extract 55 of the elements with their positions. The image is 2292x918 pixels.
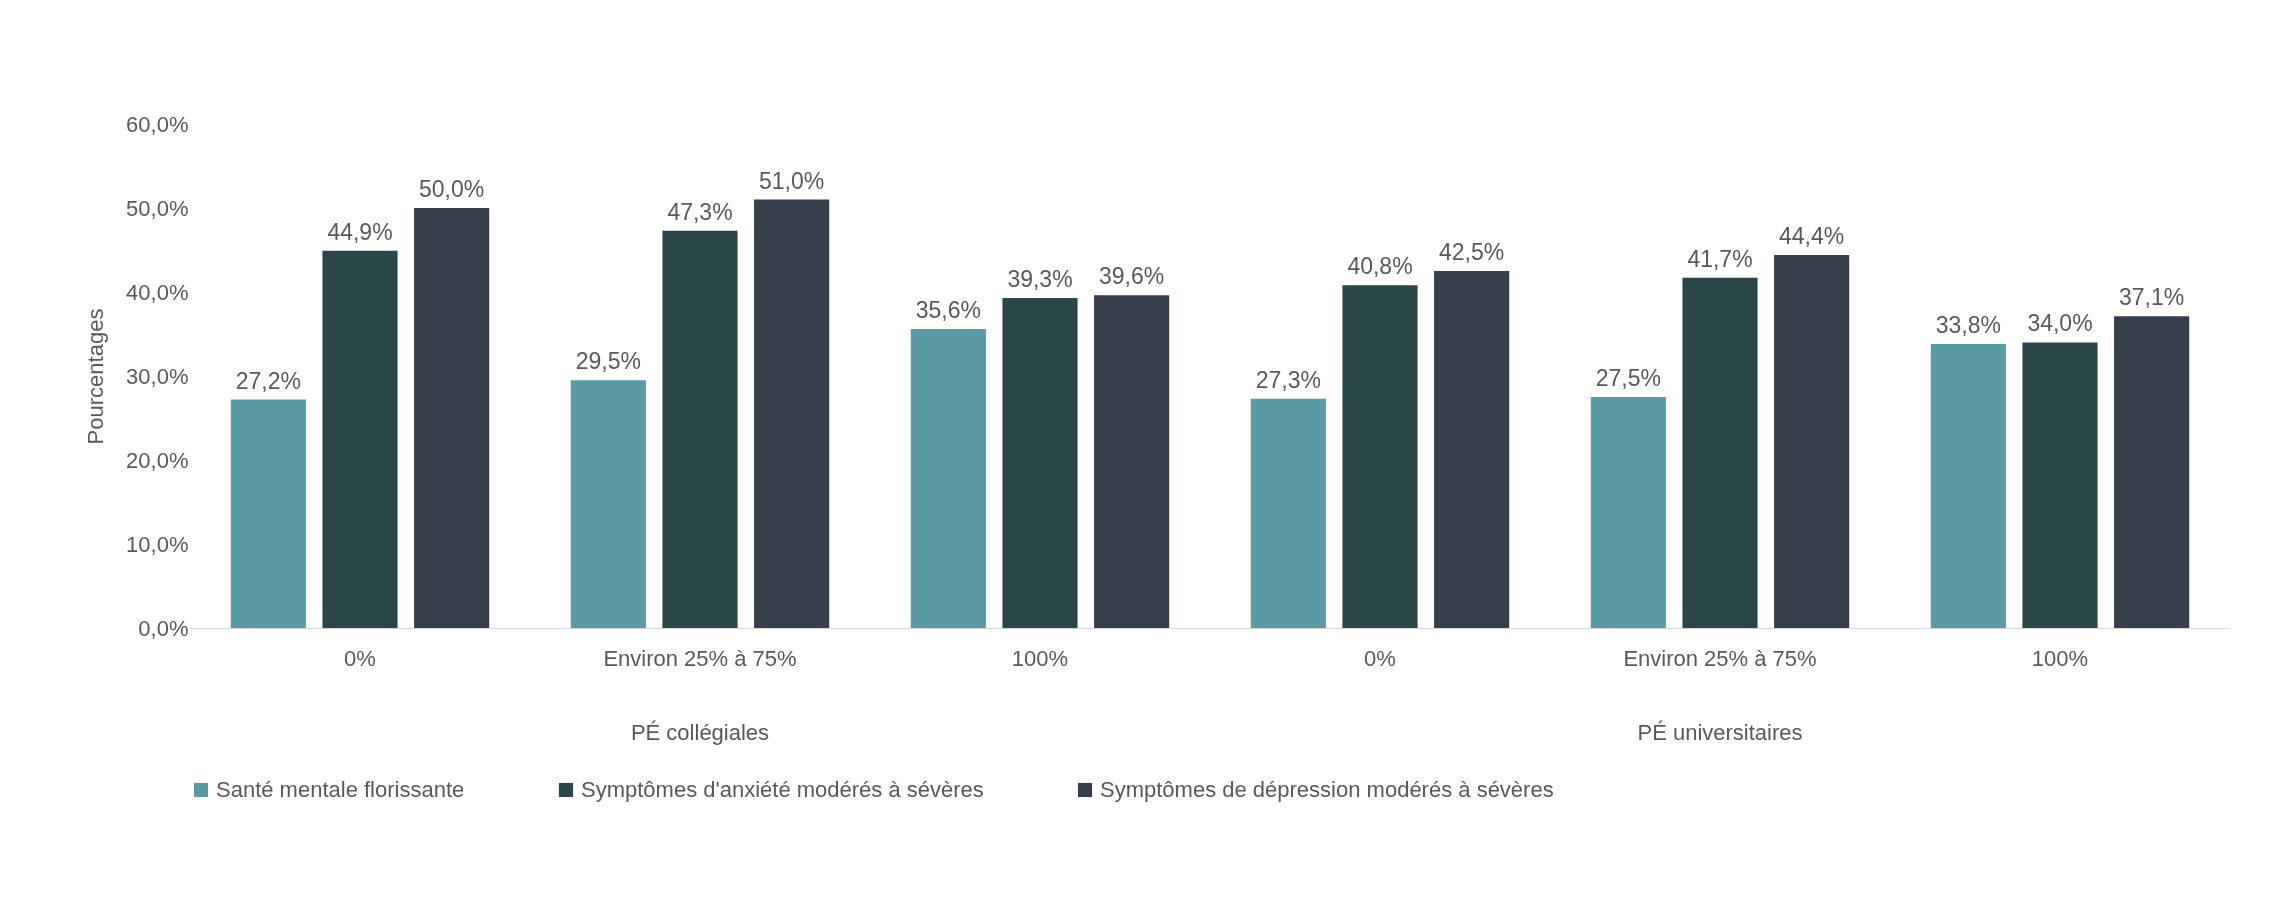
bar — [754, 199, 830, 628]
data-label: 39,3% — [1007, 265, 1073, 292]
y-tick-label: 50,0% — [126, 195, 189, 221]
text: PÉ collégiales — [630, 720, 770, 745]
y-tick-label: 0,0% — [138, 615, 189, 641]
data-label: 33,8% — [1935, 312, 2001, 339]
data-label: 44,4% — [1779, 223, 1845, 250]
data-label: 51,0% — [759, 167, 825, 194]
data-label: 37,1% — [2119, 284, 2185, 311]
data-label: 50,0% — [419, 176, 485, 202]
data-label: 41,7% — [1687, 245, 1753, 272]
x-tick-label: 100% — [2031, 645, 2089, 671]
data-label: 27,3% — [1255, 366, 1321, 393]
legend-label: Symptômes d'anxiété modérés à sévères — [581, 777, 984, 802]
x-tick-label: 100% — [1011, 645, 1069, 671]
legend-label: Symptômes de dépression modérés à sévères — [1100, 777, 1554, 802]
data-label: 40,8% — [1347, 253, 1413, 280]
bar — [2114, 316, 2190, 628]
bar — [1434, 271, 1510, 628]
bar — [1930, 344, 2006, 628]
text: PÉ universitaires — [1637, 720, 1803, 745]
bar — [910, 328, 986, 628]
data-label: 27,2% — [235, 367, 301, 394]
bar — [1342, 285, 1418, 628]
x-tick-label: Environ 25% à 75% — [603, 645, 797, 671]
y-tick-label: 40,0% — [126, 279, 189, 305]
y-tick-label: 10,0% — [126, 531, 189, 557]
y-tick-label: 60,0% — [126, 111, 189, 137]
bar — [662, 230, 738, 628]
y-tick-label: 30,0% — [126, 363, 189, 389]
bar — [2022, 342, 2098, 628]
y-tick-label: 20,0% — [126, 447, 189, 473]
data-label: 27,5% — [1595, 365, 1661, 391]
y-axis-title: Pourcentages — [83, 308, 109, 445]
bar — [1682, 277, 1758, 628]
data-label: 44,9% — [327, 218, 393, 245]
data-label: 34,0% — [2027, 310, 2093, 337]
bar — [1002, 297, 1078, 628]
data-label: 42,5% — [1439, 239, 1505, 265]
data-label: 29,5% — [575, 348, 641, 375]
bar — [1774, 255, 1850, 628]
bar — [230, 399, 306, 628]
bar — [570, 380, 646, 628]
x-tick-label: 0% — [1364, 645, 1396, 671]
bar — [322, 250, 398, 628]
legend-label: Santé mentale florissante — [216, 777, 465, 802]
bar — [1250, 398, 1326, 628]
data-label: 39,6% — [1099, 263, 1165, 290]
bar — [414, 208, 490, 628]
x-tick-label: 0% — [344, 645, 376, 671]
x-tick-label: Environ 25% à 75% — [1623, 645, 1817, 671]
data-label: 47,3% — [667, 198, 733, 225]
bar — [1590, 397, 1666, 628]
bar — [1094, 295, 1170, 628]
data-label: 35,6% — [915, 296, 981, 323]
